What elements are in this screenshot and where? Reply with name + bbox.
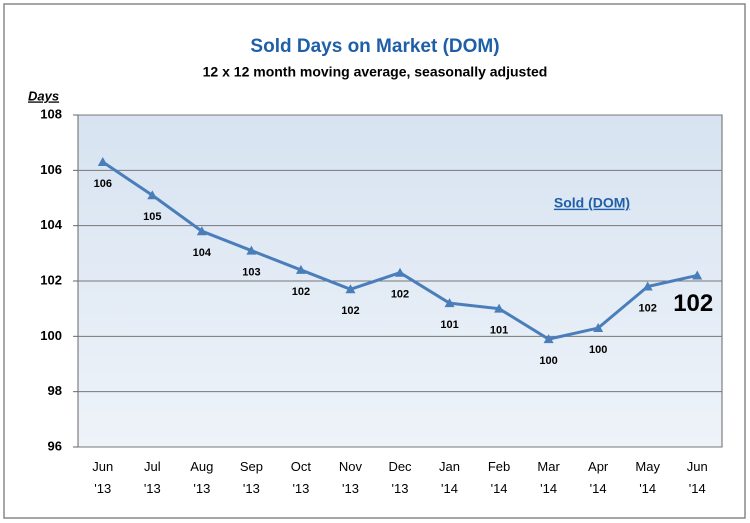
y-tick-label: 96 xyxy=(48,438,62,453)
x-tick-label: May '14 xyxy=(635,459,660,496)
x-tick-label: Sep '13 xyxy=(240,459,263,496)
value-label: 102 xyxy=(292,286,310,298)
point-marker xyxy=(494,303,505,313)
x-tick-label: Mar '14 xyxy=(537,459,560,496)
value-label: 100 xyxy=(589,344,607,356)
value-label: 102 xyxy=(341,305,359,317)
y-tick-label: 108 xyxy=(40,106,62,121)
point-marker xyxy=(444,298,455,308)
x-tick-label: Oct '13 xyxy=(291,459,312,496)
chart-title: Sold Days on Market (DOM) xyxy=(250,36,499,57)
point-marker xyxy=(246,245,257,255)
point-marker xyxy=(692,270,703,280)
x-tick-label: Jan '14 xyxy=(439,459,460,496)
point-marker xyxy=(593,323,604,333)
point-marker xyxy=(196,226,207,236)
value-label: 105 xyxy=(143,211,161,223)
value-label: 103 xyxy=(242,266,260,278)
point-marker xyxy=(295,264,306,274)
x-tick-label: Aug '13 xyxy=(190,459,213,496)
x-tick-label: Jun '14 xyxy=(687,459,708,496)
chart-subtitle: 12 x 12 month moving average, seasonally… xyxy=(203,64,548,80)
point-marker xyxy=(543,334,554,344)
point-marker xyxy=(642,281,653,291)
value-label-large: 102 xyxy=(673,290,713,317)
value-label: 102 xyxy=(391,289,409,301)
x-tick-label: Jul '13 xyxy=(144,459,161,496)
point-marker xyxy=(345,284,356,294)
value-label: 101 xyxy=(490,325,508,337)
point-marker xyxy=(395,267,405,277)
value-label: 100 xyxy=(539,355,557,367)
y-axis-title: Days xyxy=(28,88,59,103)
value-label: 104 xyxy=(193,247,212,259)
legend-label: Sold (DOM) xyxy=(554,195,630,211)
y-tick-label: 102 xyxy=(40,272,62,287)
y-tick-label: 100 xyxy=(40,328,62,343)
y-tick-label: 104 xyxy=(40,217,62,232)
point-marker xyxy=(147,190,158,200)
value-label: 101 xyxy=(440,319,458,331)
y-tick-label: 106 xyxy=(40,162,62,177)
x-tick-label: Dec '13 xyxy=(388,459,412,496)
x-tick-label: Feb '14 xyxy=(488,459,510,496)
y-tick-label: 98 xyxy=(48,383,62,398)
value-label: 106 xyxy=(94,178,112,190)
x-tick-label: Apr '14 xyxy=(588,459,609,496)
value-label: 102 xyxy=(639,302,657,314)
x-tick-label: Jun '13 xyxy=(92,459,113,496)
point-marker xyxy=(97,157,108,167)
x-tick-label: Nov '13 xyxy=(339,459,363,496)
